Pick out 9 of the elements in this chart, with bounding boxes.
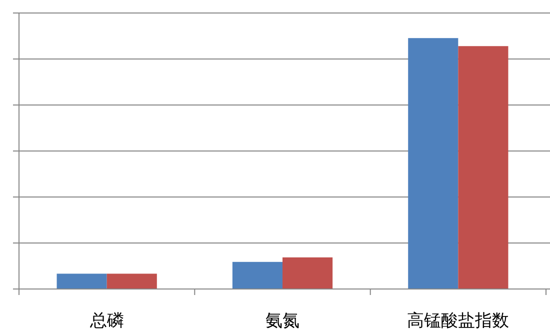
bar: [408, 38, 458, 289]
bar: [106, 274, 157, 289]
bar: [56, 274, 107, 289]
x-tick-label: 高锰酸盐指数: [407, 311, 510, 331]
bar: [232, 262, 282, 289]
x-tick-label: 总磷: [88, 311, 124, 331]
x-tick-label: 氨氮: [266, 311, 300, 331]
bar: [282, 257, 333, 289]
bar: [458, 46, 508, 289]
